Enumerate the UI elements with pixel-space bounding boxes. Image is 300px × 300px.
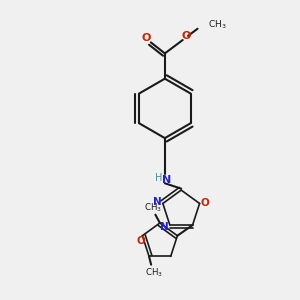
Text: O: O xyxy=(141,33,151,43)
Text: CH$_3$: CH$_3$ xyxy=(208,19,226,31)
Text: CH$_3$: CH$_3$ xyxy=(145,266,163,279)
Text: N: N xyxy=(160,222,169,232)
Text: CH$_3$: CH$_3$ xyxy=(144,202,162,214)
Text: O: O xyxy=(136,236,145,246)
Text: N: N xyxy=(162,175,171,185)
Text: N: N xyxy=(153,197,162,207)
Text: O: O xyxy=(182,32,191,41)
Text: O: O xyxy=(201,199,209,208)
Text: H: H xyxy=(154,173,162,183)
